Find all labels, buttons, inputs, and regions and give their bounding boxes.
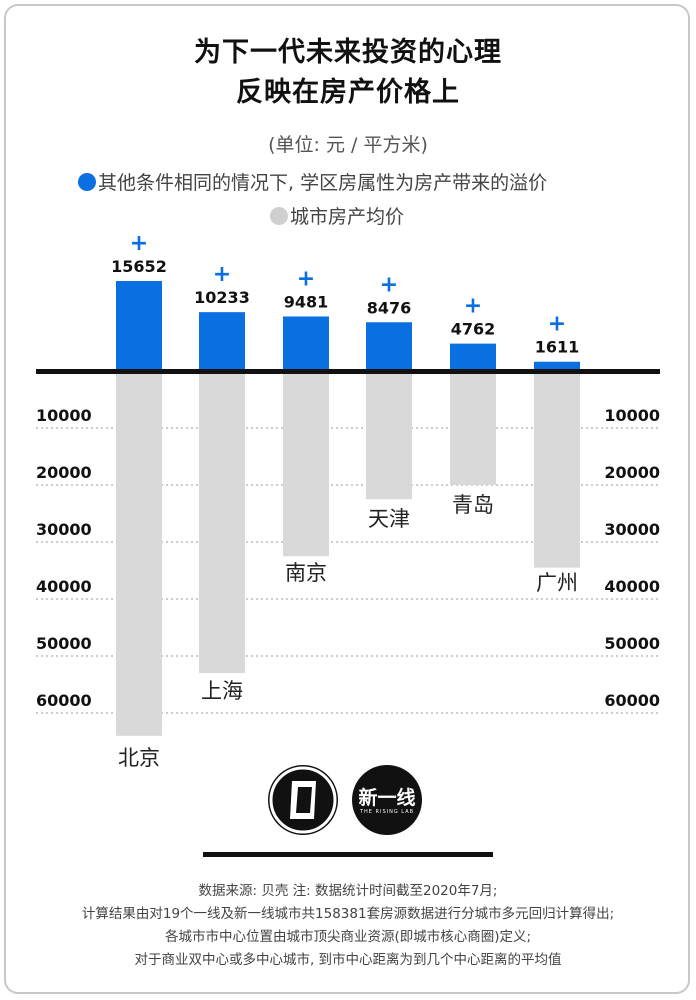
y-tick-label-right: 20000: [604, 463, 660, 482]
plus-icon: +: [130, 231, 148, 256]
category-label: 北京: [118, 746, 160, 770]
plus-icon: +: [297, 266, 315, 291]
category-label: 天津: [368, 507, 410, 531]
legend-premium-label: 其他条件相同的情况下, 学区房属性为房产带来的溢价: [98, 172, 548, 194]
parallelogram-icon: [269, 766, 337, 834]
category-label: 青岛: [452, 493, 494, 517]
premium-value-label: 15652: [111, 257, 167, 276]
y-tick-label-left: 20000: [36, 463, 92, 482]
premium-value-label: 10233: [194, 288, 250, 307]
y-tick-label-left: 50000: [36, 634, 92, 653]
plus-icon: +: [548, 312, 566, 337]
avg-price-bar: [283, 371, 329, 557]
card-frame: [4, 4, 690, 994]
title-line-1: 为下一代未来投资的心理: [194, 37, 502, 68]
logo-text: 新一线: [358, 787, 416, 809]
plus-icon: +: [213, 262, 231, 287]
premium-bar: [199, 312, 245, 371]
footer-line-3: 各城市市中心位置由城市顶尖商业资源(即城市核心商圈)定义;: [164, 929, 532, 945]
avg-price-bar: [199, 371, 245, 674]
legend-avg-swatch: [270, 207, 288, 225]
category-label: 南京: [285, 561, 327, 585]
y-tick-label-right: 30000: [604, 520, 660, 539]
premium-value-label: 1611: [535, 338, 580, 357]
legend-avg: 城市房产均价: [270, 202, 404, 229]
premium-value-label: 4762: [451, 320, 496, 339]
legend-premium: 其他条件相同的情况下, 学区房属性为房产带来的溢价: [78, 168, 547, 195]
avg-price-bar: [450, 371, 496, 485]
premium-bar: [366, 322, 412, 371]
category-label: 上海: [201, 679, 243, 703]
title-line-2: 反映在房产价格上: [236, 77, 460, 108]
brand-logo-left: [268, 765, 338, 835]
y-tick-label-left: 10000: [36, 406, 92, 425]
premium-bar: [283, 316, 329, 371]
avg-price-bar: [116, 371, 162, 736]
y-tick-label-right: 10000: [604, 406, 660, 425]
y-tick-label-left: 30000: [36, 520, 92, 539]
plus-icon: +: [464, 294, 482, 319]
baseline-axis: [36, 369, 660, 374]
unit-label: (单位: 元 / 平方米): [268, 134, 428, 156]
avg-price-bar: [366, 371, 412, 500]
y-tick-label-left: 40000: [36, 577, 92, 596]
legend-premium-swatch: [78, 173, 96, 191]
premium-bar: [116, 281, 162, 371]
footer-divider: [203, 852, 493, 857]
legend-avg-label: 城市房产均价: [290, 206, 405, 228]
brand-logo-right: 新一线 THE RISING LAB: [352, 765, 422, 835]
footer-line-1: 数据来源: 贝壳 注: 数据统计时间截至2020年7月;: [198, 883, 498, 899]
avg-price-bar: [534, 371, 580, 568]
bar-chart: 10000 10000 20000 20000 30000 30000 40000 40000…: [36, 231, 660, 770]
premium-bar: [450, 343, 496, 371]
logo-subtext: THE RISING LAB: [359, 809, 415, 815]
y-tick-label-left: 60000: [36, 691, 92, 710]
plus-icon: +: [380, 272, 398, 297]
premium-value-label: 9481: [284, 292, 329, 311]
y-tick-label-right: 60000: [604, 691, 660, 710]
category-label: 广州: [536, 571, 578, 595]
y-tick-label-right: 50000: [604, 634, 660, 653]
premium-value-label: 8476: [367, 298, 412, 317]
premium-bar: [534, 361, 580, 371]
y-tick-label-right: 40000: [604, 577, 660, 596]
footer-line-4: 对于商业双中心或多中心城市, 到市中心距离为到几个中心距离的平均值: [134, 952, 562, 968]
footer-line-2: 计算结果由对19个一线及新一线城市共158381套房源数据进行分城市多元回归计算…: [81, 906, 615, 922]
